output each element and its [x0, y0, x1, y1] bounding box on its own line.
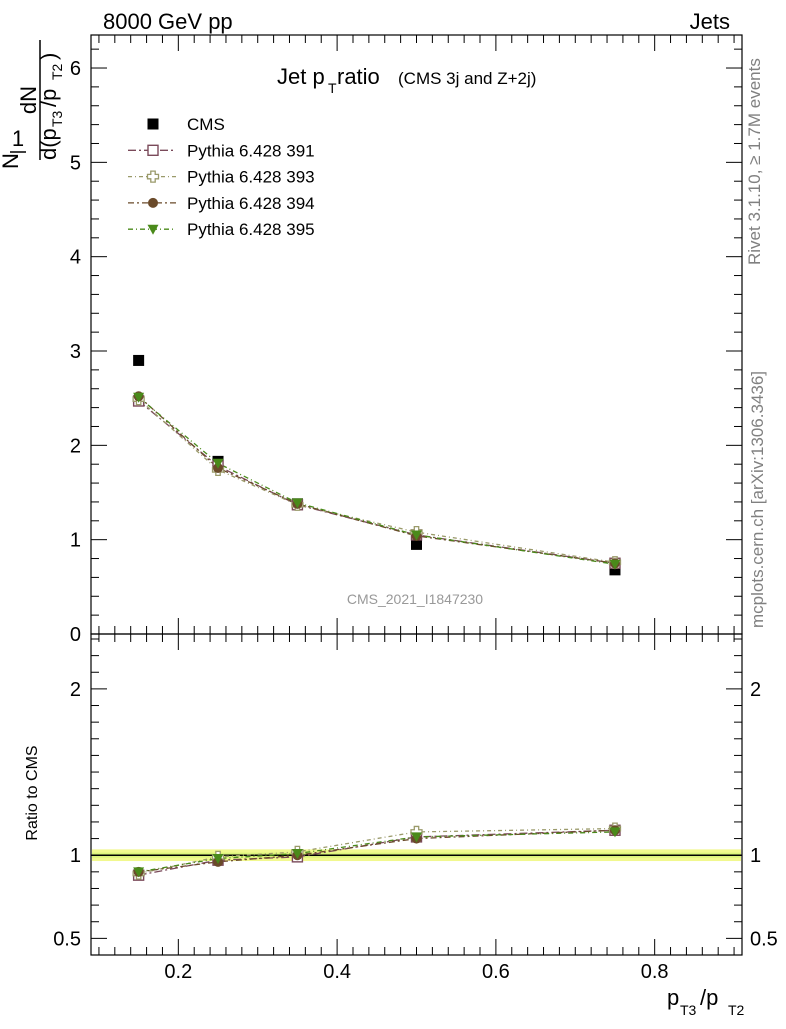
- main-y-tick-label: 4: [70, 247, 81, 269]
- ratio-y-tick-label-right: 1: [750, 845, 761, 867]
- ylabel-one: 1: [12, 126, 24, 151]
- data-point-mc-4: [411, 530, 422, 541]
- legend-entry: Pythia 6.428 395: [128, 220, 315, 239]
- ratio-y-tick-label: 0.5: [53, 928, 81, 950]
- legend-marker: [147, 224, 159, 235]
- legend-entry: Pythia 6.428 394: [128, 194, 315, 213]
- legend-marker: [146, 170, 160, 183]
- x-tick-label: 0.4: [323, 961, 351, 983]
- main-axes: 0 1 2 3 4 5 6: [70, 34, 743, 650]
- ratio-y-tick-label: 2: [70, 679, 81, 701]
- data-point-mc-4: [609, 559, 621, 570]
- ylabel-d: d(p: [36, 128, 61, 160]
- xlabel-slash: /p: [700, 985, 718, 1010]
- series-line-4: [138, 396, 616, 565]
- series-line-3: [138, 395, 616, 564]
- ratio-y-tick-label: 1: [70, 845, 81, 867]
- ratio-y-tick-label-right: 0.5: [750, 928, 778, 950]
- legend-marker: [148, 197, 158, 208]
- title-sub: T: [328, 80, 337, 96]
- analysis-tag: CMS_2021_I1847230: [347, 591, 483, 607]
- legend-entry: CMS: [147, 115, 225, 134]
- main-y-tick-label: 3: [70, 341, 81, 363]
- legend-marker: [147, 118, 159, 130]
- ratio-point-4: [411, 832, 422, 843]
- data-point-cms: [609, 564, 621, 576]
- chart-title: Jet p T ratio (CMS 3j and Z+2j): [277, 64, 536, 96]
- ylabel-close: ): [36, 53, 61, 60]
- data-point-mc-4: [212, 458, 224, 469]
- data-point-cms: [411, 538, 422, 550]
- main-y-tick-label: 5: [70, 152, 81, 174]
- ratio-y-tick-label-right: 2: [750, 679, 761, 701]
- ylabel-dN: dN: [16, 86, 41, 114]
- series-line-2: [138, 398, 616, 563]
- ylabel-T2: T2: [49, 63, 65, 80]
- legend-entry: Pythia 6.428 393: [128, 168, 315, 187]
- title-rest: ratio: [337, 64, 380, 89]
- x-tick-label: 0.6: [482, 961, 510, 983]
- rivet-label: Rivet 3.1.10, ≥ 1.7M events: [745, 58, 764, 265]
- ylabel-denominator: d(p T3 /p T2 ): [36, 53, 65, 160]
- ratio-point-4: [212, 854, 224, 865]
- ratio-point-4: [609, 827, 621, 838]
- main-y-tick-label: 2: [70, 435, 81, 457]
- main-y-tick-label: 6: [70, 58, 81, 80]
- xlabel-T3: T3: [680, 1002, 697, 1018]
- legend-entry: Pythia 6.428 391: [128, 141, 315, 160]
- ylabel-slash: /p: [36, 89, 61, 107]
- ratio-plot-frame: [90, 633, 743, 956]
- legend-marker: [147, 144, 159, 157]
- ratio-point-4: [291, 849, 303, 860]
- legend-label: Pythia 6.428 393: [187, 168, 315, 187]
- process-label: 8000 GeV pp: [103, 9, 233, 34]
- main-y-tick-label: 1: [70, 530, 81, 552]
- data-point-mc-4: [291, 498, 303, 509]
- legend-label: Pythia 6.428 391: [187, 141, 315, 160]
- mcplots-label: mcplots.cern.ch [arXiv:1306.3436]: [748, 371, 767, 628]
- x-tick-label: 0.2: [164, 961, 192, 983]
- main-y-axis-label: 1 N dN d(p T3 /p T2 ): [0, 40, 65, 169]
- category-label: Jets: [690, 9, 730, 34]
- xlabel-T2: T2: [728, 1002, 745, 1018]
- ratio-axes: 0.2 0.4 0.6 0.8 0.5 0.5 1 1 2 2: [53, 633, 778, 983]
- ratio-y-axis-label: Ratio to CMS: [24, 745, 41, 840]
- ratio-point-4: [133, 867, 145, 878]
- legend: CMS Pythia 6.428 391 Pythia 6.428 393 Pythi…: [128, 115, 315, 239]
- x-axis-label: p T3 /p T2: [667, 985, 745, 1018]
- ratio-data: [132, 822, 622, 881]
- legend-label: Pythia 6.428 394: [187, 194, 315, 213]
- title-main: Jet p: [277, 64, 325, 89]
- xlabel-p: p: [667, 985, 679, 1010]
- ylabel-N: N: [0, 153, 23, 169]
- data-point-cms: [133, 354, 145, 366]
- main-data: [132, 354, 622, 576]
- legend-label: CMS: [187, 115, 225, 134]
- main-y-tick-label: 0: [70, 624, 81, 646]
- series-line-1: [138, 400, 616, 564]
- legend-label: Pythia 6.428 395: [187, 220, 315, 239]
- x-tick-label: 0.8: [641, 961, 669, 983]
- title-small: (CMS 3j and Z+2j): [398, 69, 536, 88]
- ylabel-T3: T3: [49, 110, 65, 127]
- data-point-mc-4: [133, 392, 145, 403]
